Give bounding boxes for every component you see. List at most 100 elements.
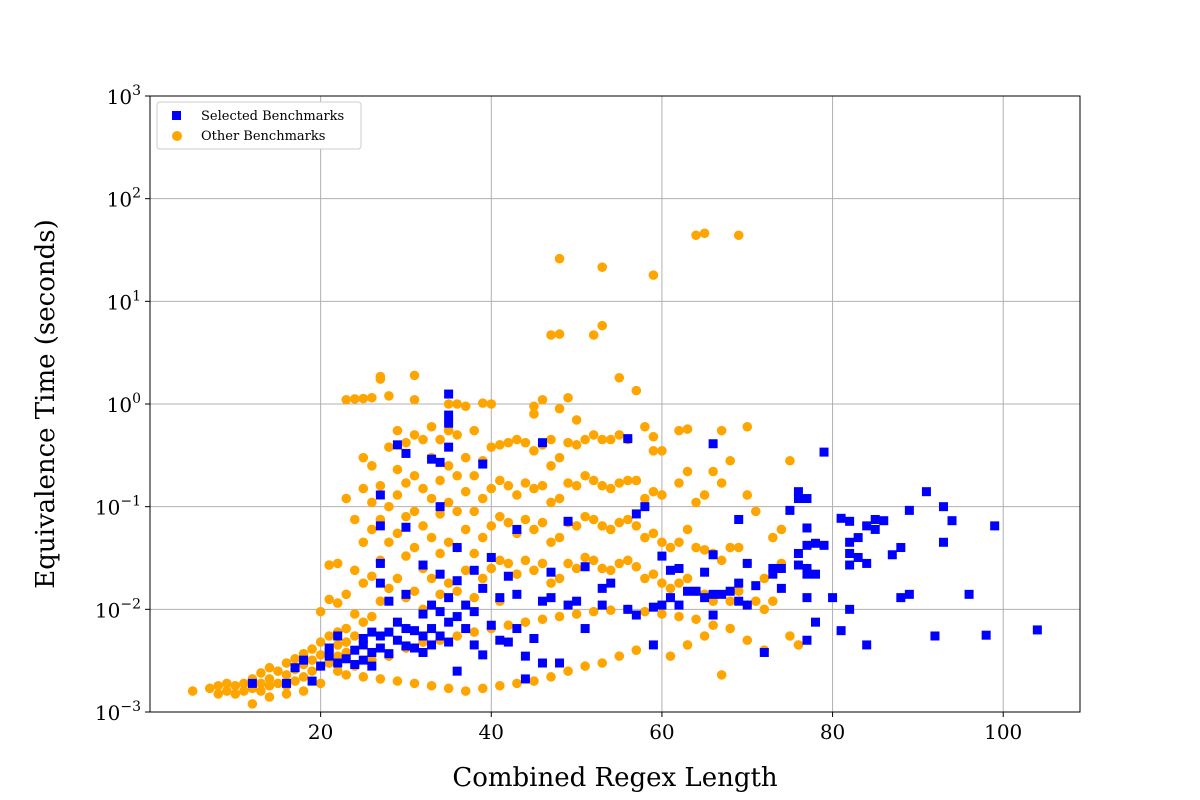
selected-benchmark-point <box>435 607 445 617</box>
other-benchmark-point <box>452 631 462 641</box>
selected-benchmark-point <box>435 457 445 467</box>
other-benchmark-point <box>307 655 317 665</box>
selected-benchmark-point <box>358 633 368 643</box>
other-benchmark-point <box>349 609 360 619</box>
other-benchmark-point <box>588 475 599 486</box>
selected-benchmark-point <box>375 578 385 588</box>
other-benchmark-point <box>537 517 548 528</box>
selected-benchmark-point <box>896 593 906 603</box>
other-benchmark-point <box>674 611 684 622</box>
selected-benchmark-point <box>742 558 752 568</box>
other-benchmark-point <box>588 430 599 440</box>
other-benchmark-point <box>392 528 403 539</box>
other-benchmark-point <box>537 394 548 405</box>
other-benchmark-point <box>750 596 761 607</box>
selected-benchmark-point <box>469 607 479 617</box>
selected-benchmark-point <box>580 624 590 634</box>
other-benchmark-point <box>733 542 744 553</box>
other-benchmark-point <box>426 680 437 691</box>
other-benchmark-point <box>264 674 275 684</box>
selected-benchmark-point <box>887 550 897 560</box>
selected-benchmark-point <box>862 558 872 568</box>
other-benchmark-point <box>520 514 531 525</box>
other-benchmark-point <box>571 521 582 531</box>
other-benchmark-point <box>358 452 369 463</box>
selected-benchmark-point <box>725 586 735 596</box>
other-benchmark-point <box>460 401 471 412</box>
other-benchmark-point <box>657 578 667 588</box>
other-benchmark-point <box>290 676 300 686</box>
other-benchmark-point <box>469 506 480 517</box>
selected-benchmark-point <box>802 523 812 533</box>
selected-benchmark-point <box>333 631 343 641</box>
other-benchmark-point <box>716 670 727 680</box>
other-benchmark-point <box>554 532 565 543</box>
selected-benchmark-point <box>401 522 411 532</box>
other-benchmark-point <box>699 545 710 555</box>
selected-benchmark-point <box>452 576 462 586</box>
selected-benchmark-point <box>623 434 633 444</box>
other-benchmark-point <box>375 596 386 607</box>
other-benchmark-point <box>384 501 394 512</box>
other-benchmark-point <box>298 672 309 682</box>
selected-benchmark-point <box>802 569 812 579</box>
other-benchmark-point <box>597 434 608 445</box>
other-benchmark-point <box>409 678 420 689</box>
selected-benchmark-point <box>802 540 812 550</box>
other-benchmark-point <box>469 592 480 603</box>
other-benchmark-point <box>401 437 411 448</box>
selected-benchmark-point <box>546 593 556 603</box>
selected-benchmark-point <box>512 589 522 599</box>
selected-benchmark-point <box>657 600 667 610</box>
other-benchmark-point <box>358 537 369 548</box>
selected-benchmark-point <box>418 560 428 570</box>
selected-benchmark-point <box>811 569 821 579</box>
other-benchmark-point <box>776 524 787 535</box>
other-benchmark-point <box>460 486 471 497</box>
other-benchmark-point <box>563 437 573 448</box>
other-benchmark-point <box>520 437 531 448</box>
other-benchmark-point <box>640 606 650 617</box>
selected-benchmark-point <box>597 600 607 610</box>
other-benchmark-point <box>682 424 693 434</box>
other-benchmark-point <box>648 446 659 456</box>
other-benchmark-point <box>691 497 701 508</box>
selected-benchmark-point <box>452 612 462 622</box>
y-tick-label: 10−2 <box>95 596 141 622</box>
other-benchmark-point <box>256 678 266 689</box>
other-benchmark-point <box>571 440 582 450</box>
other-benchmark-point <box>529 483 539 494</box>
other-benchmark-point <box>358 393 369 404</box>
selected-benchmark-point <box>461 600 471 610</box>
selected-benchmark-point <box>350 660 360 670</box>
other-benchmark-point <box>725 455 735 466</box>
other-benchmark-point <box>469 425 480 436</box>
other-benchmark-point <box>460 686 471 696</box>
selected-benchmark-point <box>375 631 385 641</box>
selected-benchmark-point <box>503 637 513 647</box>
other-benchmark-point <box>418 434 428 445</box>
other-benchmark-point <box>230 689 241 699</box>
other-benchmark-point <box>529 446 539 456</box>
other-benchmark-point <box>725 596 735 607</box>
selected-benchmark-point <box>503 571 513 581</box>
other-benchmark-point <box>409 370 420 381</box>
selected-benchmark-point <box>802 635 812 645</box>
other-benchmark-point <box>469 548 480 559</box>
selected-benchmark-point <box>307 676 317 686</box>
other-benchmark-point <box>597 658 608 668</box>
other-benchmark-point <box>691 542 701 553</box>
selected-benchmark-point <box>452 666 462 676</box>
other-benchmark-point <box>554 611 565 622</box>
selected-benchmark-point <box>802 494 812 504</box>
selected-benchmark-point <box>870 524 880 534</box>
selected-benchmark-point <box>623 604 633 614</box>
other-benchmark-point <box>332 666 343 676</box>
other-benchmark-point <box>426 573 437 584</box>
selected-benchmark-point <box>486 620 496 630</box>
x-tick-label: 20 <box>308 720 333 744</box>
other-benchmark-point <box>597 262 608 273</box>
other-benchmark-point <box>682 524 693 535</box>
other-benchmark-point <box>435 589 445 600</box>
other-benchmark-point <box>785 631 795 641</box>
